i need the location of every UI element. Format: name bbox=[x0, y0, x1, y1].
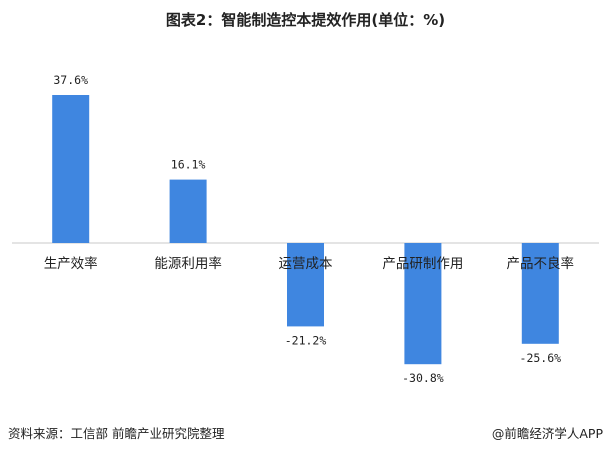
value-label-2: 16.1% bbox=[171, 158, 206, 172]
bar-3 bbox=[287, 243, 324, 327]
value-label-1: 37.6% bbox=[53, 73, 88, 87]
bar-2 bbox=[169, 179, 207, 243]
category-label-3: 运营成本 bbox=[279, 256, 333, 272]
source-note: 资料来源：工信部 前瞻产业研究院整理 bbox=[8, 426, 225, 441]
chart-title: 图表2：智能制造控本提效作用(单位：%) bbox=[165, 11, 446, 29]
category-label-5: 产品不良率 bbox=[507, 255, 575, 272]
category-label-4: 产品研制作用 bbox=[382, 256, 463, 272]
value-label-5: -25.6% bbox=[520, 351, 562, 365]
bar-5 bbox=[521, 243, 559, 344]
bar-1 bbox=[52, 95, 90, 243]
category-label-2: 能源利用率 bbox=[154, 255, 222, 272]
bar-4 bbox=[404, 243, 442, 365]
category-label-1: 生产效率 bbox=[44, 255, 98, 272]
value-label-4: -30.8% bbox=[402, 371, 444, 385]
value-label-3: -21.2% bbox=[285, 333, 327, 347]
brand-note: @前瞻经济学人APP bbox=[491, 426, 603, 441]
